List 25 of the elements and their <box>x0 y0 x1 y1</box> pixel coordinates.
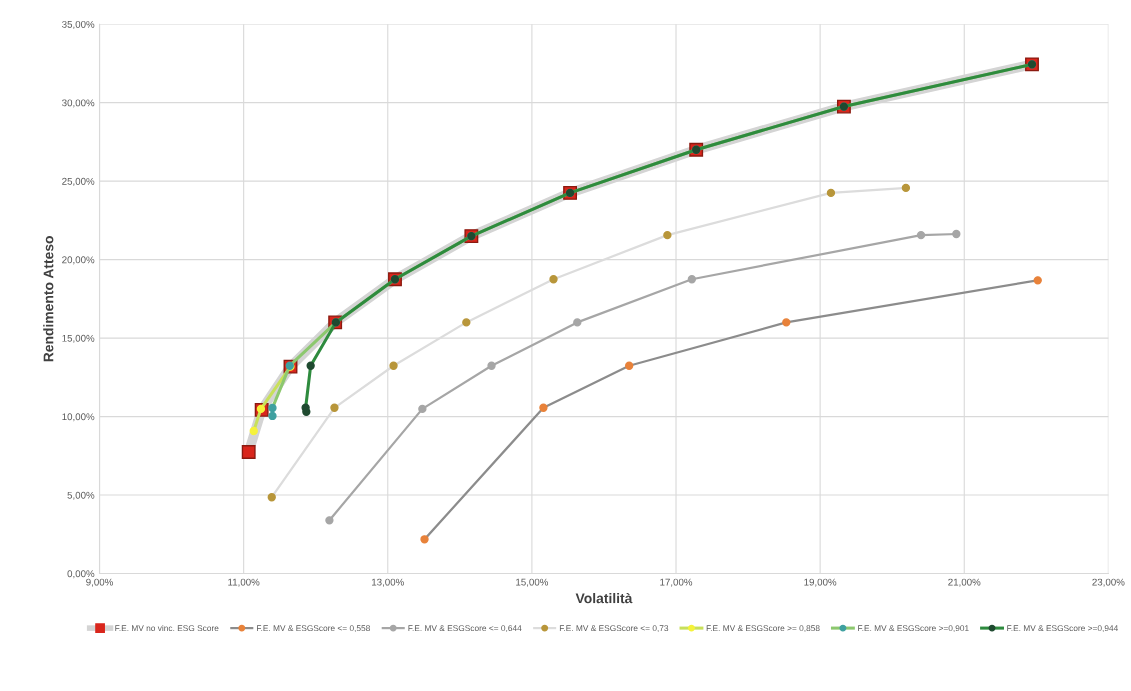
legend-label: F.E. MV & ESGScore <= 0,644 <box>408 625 522 633</box>
legend-label: F.E. MV & ESGScore <= 0,73 <box>559 625 669 633</box>
y-tick-label: 0,00% <box>67 570 95 579</box>
legend-label: F.E. MV & ESGScore >=0,944 <box>1007 625 1118 633</box>
legend-label: F.E. MV & ESGScore >=0,901 <box>858 625 969 633</box>
x-tick-label: 21,00% <box>948 578 981 587</box>
y-tick-label: 10,00% <box>62 413 95 422</box>
y-tick-label: 30,00% <box>62 99 95 108</box>
x-tick-label: 15,00% <box>516 578 549 587</box>
y-axis-title: Rendimento Atteso <box>43 236 54 362</box>
y-tick-label: 20,00% <box>62 256 95 265</box>
x-tick-label: 11,00% <box>228 578 260 587</box>
y-tick-label: 35,00% <box>62 20 95 29</box>
x-axis-title: Volatilità <box>575 592 633 604</box>
y-tick-label: 15,00% <box>62 334 95 343</box>
y-tick-label: 25,00% <box>62 177 95 186</box>
x-tick-label: 17,00% <box>660 578 693 587</box>
x-tick-label: 23,00% <box>1092 578 1125 587</box>
y-tick-label: 5,00% <box>67 491 95 500</box>
legend-label: F.E. MV & ESGScore >= 0,858 <box>706 625 820 633</box>
legend-label: F.E. MV no vinc. ESG Score <box>115 624 219 632</box>
x-tick-label: 9,00% <box>86 578 113 587</box>
x-tick-label: 19,00% <box>804 578 837 587</box>
legend-label: F.E. MV & ESGScore <= 0,558 <box>257 625 370 633</box>
x-tick-label: 13,00% <box>372 578 404 587</box>
